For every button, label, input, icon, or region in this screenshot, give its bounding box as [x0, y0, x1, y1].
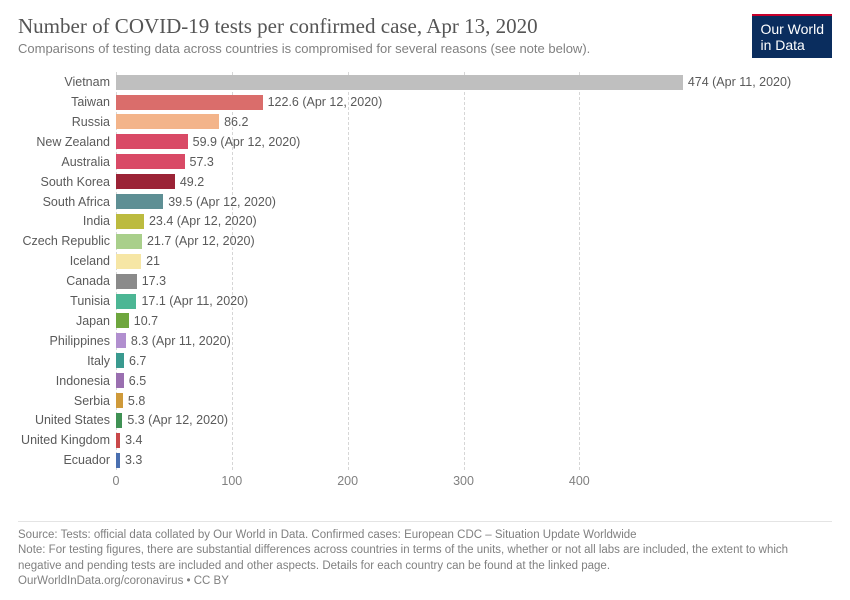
value-label: 10.7: [129, 314, 158, 328]
value-label: 6.5: [124, 374, 146, 388]
bar-row: United States5.3 (Apr 12, 2020): [116, 410, 812, 430]
bar-row: New Zealand59.9 (Apr 12, 2020): [116, 132, 812, 152]
bar: [116, 194, 163, 209]
footer-notes: Source: Tests: official data collated by…: [18, 521, 832, 590]
bar: [116, 254, 141, 269]
country-label: New Zealand: [36, 135, 116, 149]
bar: [116, 174, 175, 189]
bar: [116, 353, 124, 368]
value-label: 57.3: [185, 155, 214, 169]
value-label: 49.2: [175, 175, 204, 189]
country-label: Ecuador: [63, 453, 116, 467]
note-line: Note: For testing figures, there are sub…: [18, 543, 832, 574]
bar: [116, 234, 142, 249]
x-axis: 0 100 200 300 400: [116, 470, 672, 492]
value-label: 122.6 (Apr 12, 2020): [263, 95, 383, 109]
country-label: Iceland: [70, 254, 116, 268]
x-tick-label: 300: [453, 474, 474, 488]
bar-row: Russia86.2: [116, 112, 812, 132]
value-label: 17.3: [137, 274, 166, 288]
bar: [116, 75, 683, 90]
country-label: South Africa: [43, 195, 116, 209]
value-label: 23.4 (Apr 12, 2020): [144, 214, 257, 228]
bar-row: United Kingdom3.4: [116, 430, 812, 450]
value-label: 86.2: [219, 115, 248, 129]
value-label: 8.3 (Apr 11, 2020): [126, 334, 231, 348]
x-tick-label: 200: [337, 474, 358, 488]
x-tick-label: 0: [113, 474, 120, 488]
bar: [116, 294, 136, 309]
value-label: 21: [141, 254, 160, 268]
bar-row: Japan10.7: [116, 311, 812, 331]
bar: [116, 373, 124, 388]
country-label: Italy: [87, 354, 116, 368]
bar: [116, 313, 129, 328]
country-label: Vietnam: [64, 75, 116, 89]
bar-row: South Korea49.2: [116, 172, 812, 192]
bar-row: India23.4 (Apr 12, 2020): [116, 211, 812, 231]
value-label: 3.3: [120, 453, 142, 467]
bar-row: Italy6.7: [116, 351, 812, 371]
bar-row: Vietnam474 (Apr 11, 2020): [116, 72, 812, 92]
country-label: United Kingdom: [21, 433, 116, 447]
value-label: 6.7: [124, 354, 146, 368]
country-label: South Korea: [41, 175, 117, 189]
value-label: 21.7 (Apr 12, 2020): [142, 234, 255, 248]
bar-row: Taiwan122.6 (Apr 12, 2020): [116, 92, 812, 112]
x-tick-label: 100: [221, 474, 242, 488]
value-label: 474 (Apr 11, 2020): [683, 75, 791, 89]
value-label: 3.4: [120, 433, 142, 447]
owid-logo: Our World in Data: [752, 14, 832, 58]
bar-row: Czech Republic21.7 (Apr 12, 2020): [116, 231, 812, 251]
country-label: United States: [35, 413, 116, 427]
header: Number of COVID-19 tests per confirmed c…: [18, 14, 832, 58]
bar-chart: Vietnam474 (Apr 11, 2020)Taiwan122.6 (Ap…: [116, 72, 812, 492]
chart-subtitle: Comparisons of testing data across count…: [18, 41, 752, 56]
bar: [116, 154, 185, 169]
source-line: Source: Tests: official data collated by…: [18, 528, 832, 544]
bar: [116, 95, 263, 110]
attribution-line: OurWorldInData.org/coronavirus • CC BY: [18, 574, 832, 590]
bar-row: Indonesia6.5: [116, 371, 812, 391]
bar-row: South Africa39.5 (Apr 12, 2020): [116, 192, 812, 212]
country-label: India: [83, 214, 116, 228]
value-label: 39.5 (Apr 12, 2020): [163, 195, 276, 209]
bar: [116, 274, 137, 289]
country-label: Czech Republic: [22, 234, 116, 248]
country-label: Russia: [72, 115, 116, 129]
bar-row: Tunisia17.1 (Apr 11, 2020): [116, 291, 812, 311]
bar-row: Serbia5.8: [116, 391, 812, 411]
country-label: Tunisia: [70, 294, 116, 308]
bar: [116, 214, 144, 229]
country-label: Indonesia: [56, 374, 116, 388]
bar-row: Canada17.3: [116, 271, 812, 291]
country-label: Taiwan: [71, 95, 116, 109]
value-label: 5.3 (Apr 12, 2020): [122, 413, 228, 427]
value-label: 59.9 (Apr 12, 2020): [188, 135, 301, 149]
country-label: Canada: [66, 274, 116, 288]
country-label: Australia: [61, 155, 116, 169]
country-label: Japan: [76, 314, 116, 328]
bar: [116, 333, 126, 348]
country-label: Serbia: [74, 394, 116, 408]
value-label: 5.8: [123, 394, 145, 408]
bar: [116, 393, 123, 408]
country-label: Philippines: [50, 334, 116, 348]
value-label: 17.1 (Apr 11, 2020): [136, 294, 248, 308]
bar-row: Ecuador3.3: [116, 450, 812, 470]
x-tick-label: 400: [569, 474, 590, 488]
bar-row: Iceland21: [116, 251, 812, 271]
bar: [116, 114, 219, 129]
bar-row: Australia57.3: [116, 152, 812, 172]
bar: [116, 134, 188, 149]
bar-row: Philippines8.3 (Apr 11, 2020): [116, 331, 812, 351]
chart-title: Number of COVID-19 tests per confirmed c…: [18, 14, 752, 39]
